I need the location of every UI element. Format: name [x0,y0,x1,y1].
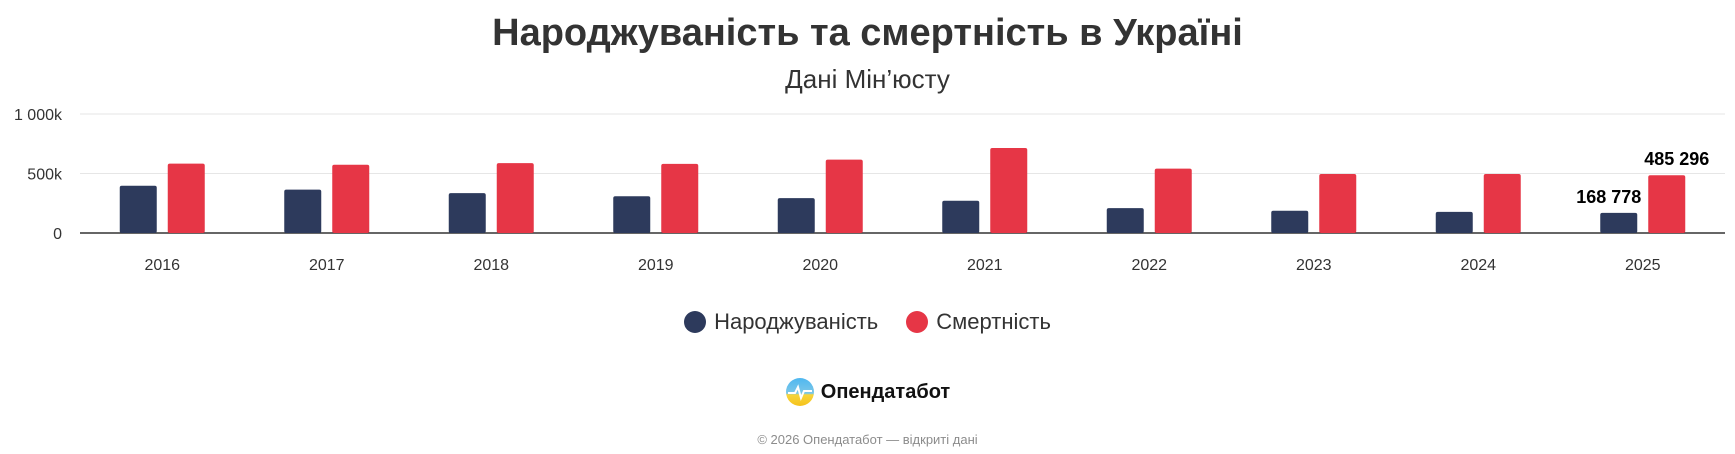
x-tick-label: 2022 [1131,257,1167,274]
chart-title: Народжуваність та смертність в Україні [492,12,1243,54]
bar-births [1435,211,1473,233]
bar-deaths [825,159,863,233]
bar-deaths [1483,173,1521,233]
opendatabot-logo-icon [785,378,814,406]
x-tick-label: 2021 [967,257,1003,274]
legend-label-births: Народжуваність [714,309,879,334]
y-tick-label: 0 [53,226,62,243]
bar-deaths [990,148,1028,233]
bar-births [613,196,651,233]
x-tick-label: 2018 [473,257,509,274]
x-tick-label: 2023 [1296,257,1332,274]
data-label: 168 778 [1576,187,1641,207]
x-tick-label: 2025 [1625,257,1661,274]
bar-deaths [1154,168,1192,233]
brand-logo-block[interactable]: Опендатабот [0,377,1735,407]
bar-deaths [1648,175,1686,233]
x-tick-label: 2020 [802,257,838,274]
y-tick-label: 500k [27,167,63,184]
bar-births [284,189,322,233]
bar-births [777,198,815,233]
bar-deaths [167,163,205,233]
x-tick-label: 2017 [309,257,345,274]
x-tick-label: 2019 [638,257,674,274]
bar-deaths [496,163,534,233]
chart-subtitle: Дані Мін’юсту [785,64,950,94]
bar-deaths [661,163,699,233]
bar-births [1600,212,1638,233]
bar-deaths [1319,173,1357,233]
bar-births [119,185,157,233]
bar-births [1271,210,1309,233]
bar-births [942,200,980,233]
x-tick-label: 2016 [144,257,180,274]
bar-births [448,193,486,233]
x-tick-label: 2024 [1460,257,1496,274]
bar-deaths [332,164,370,233]
y-tick-label: 1 000k [14,107,63,124]
brand-name: Опендатабот [820,380,951,403]
data-label: 485 296 [1644,149,1709,169]
legend: Народжуваність Смертність [0,309,1735,335]
legend-item-births[interactable]: Народжуваність [684,309,878,335]
bar-chart: 0 500k 1 000k 2016 2017 2018 2019 2020 2021 2022 2… [14,107,1725,274]
legend-swatch-births [684,311,707,333]
bar-births [1106,208,1144,233]
legend-item-deaths[interactable]: Смертність [906,309,1051,335]
legend-label-deaths: Смертність [936,309,1051,334]
legend-swatch-deaths [906,311,929,333]
footer-copyright: © 2026 Опендатабот — відкриті дані [757,432,978,447]
